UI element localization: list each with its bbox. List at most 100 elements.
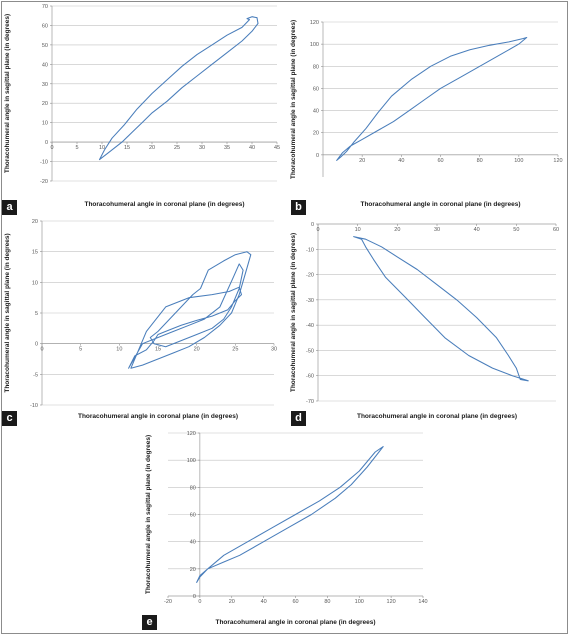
panel-c: 0 5 10 15 20 25 30 -10 -5 0 5 10 15 20 Thoracohumeral …	[2, 216, 286, 426]
x-tick-label: 10	[116, 347, 122, 353]
y-tick-label: 80	[313, 64, 319, 70]
y-tick-label: 0	[311, 222, 314, 228]
x-tick-label: 40	[261, 599, 267, 605]
x-tick-label: 20	[394, 227, 400, 233]
series-line-a	[98, 16, 259, 161]
x-tick-label: 0	[50, 145, 53, 151]
x-tick-label: 120	[553, 158, 562, 164]
y-tick-label: -20	[306, 273, 314, 279]
y-tick-label: 60	[313, 86, 319, 92]
x-tick-label: 10	[355, 227, 361, 233]
panel-e: -20 0 20 40 60 80 100 120 140 0 20 40 60 80 100 120 Thor…	[140, 428, 430, 632]
chart-e: -20 0 20 40 60 80 100 120 140 0 20 40 60 80 100 120 Thor…	[145, 431, 428, 626]
y-tick-label: 120	[310, 20, 319, 26]
x-tick-label: 15	[155, 347, 161, 353]
y-tick-label: -70	[306, 399, 314, 405]
y-tick-label: -60	[306, 374, 314, 380]
x-axis-title: Thoracohumeral angle in coronal plane (i…	[84, 201, 244, 208]
chart-b: 20 40 60 80 100 120 0 20 40 60 80 100 120 Thoracohume…	[290, 20, 563, 208]
chart-d: 0 10 20 30 40 50 60 0 -10 -20 -30 -40 -50 -60 -70 Thora…	[290, 222, 559, 420]
y-tick-label: 100	[187, 458, 196, 464]
x-tick-label: 45	[274, 145, 280, 151]
x-tick-label: 0	[198, 599, 201, 605]
series-line-c	[128, 251, 252, 369]
y-tick-label: -50	[306, 348, 314, 354]
x-axis-title: Thoracohumeral angle in coronal plane (i…	[215, 619, 375, 626]
x-tick-label: 5	[79, 347, 82, 353]
y-tick-label: -10	[40, 160, 48, 166]
x-tick-label: 30	[271, 347, 277, 353]
y-tick-label: -30	[306, 298, 314, 304]
y-tick-label: 100	[310, 42, 319, 48]
y-tick-label: 0	[45, 140, 48, 146]
x-tick-label: 40	[249, 145, 255, 151]
y-tick-label: -5	[33, 372, 38, 378]
x-tick-label: 10	[99, 145, 105, 151]
y-tick-label: -20	[40, 179, 48, 185]
y-tick-label: 50	[42, 43, 48, 49]
panel-label: d	[291, 411, 306, 426]
x-tick-label: 100	[514, 158, 523, 164]
y-tick-label: -40	[306, 323, 314, 329]
y-tick-label: 20	[42, 101, 48, 107]
series-line-b	[336, 36, 528, 161]
y-tick-label: 60	[190, 513, 196, 519]
y-axis-title: Thoracohumeral angle in sagittal plane (…	[290, 233, 297, 392]
y-tick-label: 70	[42, 4, 48, 10]
x-tick-label: 60	[292, 599, 298, 605]
x-tick-label: 20	[229, 599, 235, 605]
y-tick-label: 10	[42, 121, 48, 127]
x-tick-label: 120	[387, 599, 396, 605]
series-line-e	[196, 446, 384, 583]
x-axis-title: Thoracohumeral angle in coronal plane (i…	[78, 413, 238, 420]
y-tick-label: 40	[190, 540, 196, 546]
x-tick-label: 80	[324, 599, 330, 605]
chart-a: 0 5 10 15 20 25 30 35 40 45 -20 -10 0 10 20 30 40 50 60 70 T…	[4, 4, 280, 208]
y-tick-label: 30	[42, 82, 48, 88]
y-tick-label: 15	[32, 250, 38, 256]
panel-label: e	[142, 615, 157, 630]
x-tick-label: 40	[398, 158, 404, 164]
x-tick-label: 0	[316, 227, 319, 233]
panel-a: 0 5 10 15 20 25 30 35 40 45 -20 -10 0 10 20 30 40 50 60 70 T…	[2, 2, 286, 215]
x-tick-label: 100	[355, 599, 364, 605]
x-tick-label: 50	[513, 227, 519, 233]
y-tick-label: 20	[32, 219, 38, 225]
y-tick-label: 20	[313, 131, 319, 137]
x-tick-label: 20	[359, 158, 365, 164]
y-tick-label: 40	[313, 109, 319, 115]
x-tick-label: 20	[194, 347, 200, 353]
y-tick-label: -10	[30, 403, 38, 409]
x-tick-label: 30	[434, 227, 440, 233]
x-tick-label: 5	[75, 145, 78, 151]
y-tick-label: -10	[306, 247, 314, 253]
y-tick-label: 20	[190, 567, 196, 573]
x-tick-label: 30	[199, 145, 205, 151]
x-tick-label: -20	[164, 599, 172, 605]
x-tick-label: 0	[40, 347, 43, 353]
panel-label: a	[2, 200, 17, 215]
y-axis-title: Thoracohumeral angle in sagittal plane (…	[290, 20, 297, 179]
x-tick-label: 80	[477, 158, 483, 164]
y-tick-label: 0	[35, 342, 38, 348]
y-axis-title: Thoracohumeral angle in sagittal plane (…	[4, 233, 11, 392]
x-axis-title: Thoracohumeral angle in coronal plane (i…	[357, 413, 517, 420]
y-tick-label: 40	[42, 62, 48, 68]
y-tick-label: 0	[193, 594, 196, 600]
y-axis-title: Thoracohumeral angle in sagittal plane (…	[145, 435, 152, 594]
x-tick-label: 40	[474, 227, 480, 233]
y-tick-label: 0	[316, 153, 319, 159]
series-line-d	[353, 236, 529, 382]
panel-d: 0 10 20 30 40 50 60 0 -10 -20 -30 -40 -50 -60 -70 Thora…	[288, 216, 567, 426]
y-tick-label: 10	[32, 280, 38, 286]
x-tick-label: 35	[224, 145, 230, 151]
x-tick-label: 15	[124, 145, 130, 151]
y-axis-title: Thoracohumeral angle in sagittal plane (…	[4, 14, 11, 173]
y-tick-label: 5	[35, 311, 38, 317]
y-tick-label: 120	[187, 431, 196, 437]
x-axis-title: Thoracohumeral angle in coronal plane (i…	[360, 201, 520, 208]
y-tick-label: 80	[190, 485, 196, 491]
x-tick-label: 60	[437, 158, 443, 164]
